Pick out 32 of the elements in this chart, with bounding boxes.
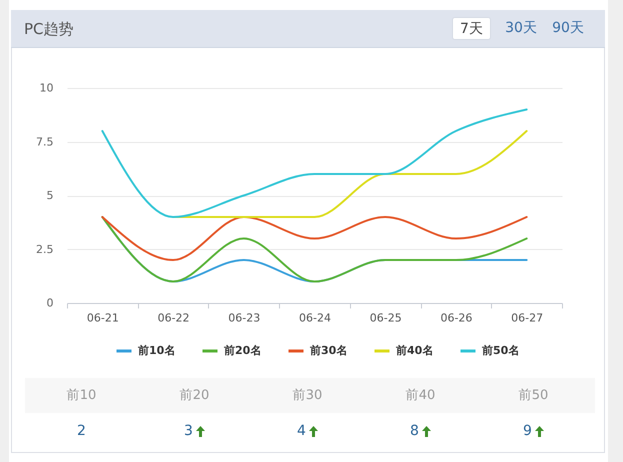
x-tick-label: 06-25 [370, 312, 402, 324]
text: 7天 [452, 17, 491, 40]
y-tick-label: 10 [40, 82, 54, 94]
y-tick-label: 5 [46, 189, 54, 202]
chart-title: PC趋势 [24, 19, 74, 39]
text: 30天 [504, 19, 538, 38]
text: 4 [297, 422, 306, 441]
legend-label: 前50名 [481, 344, 520, 357]
text: 90天 [551, 19, 585, 38]
text: 9 [523, 422, 532, 441]
x-tick-label: 06-21 [86, 312, 119, 324]
x-tick-label: 06-26 [440, 312, 472, 324]
text: 前30 [292, 387, 324, 405]
x-tick-label: 06-24 [299, 312, 331, 324]
legend-label: 前40名 [395, 344, 434, 357]
text: 2 [77, 422, 86, 441]
line-series [101, 108, 528, 218]
text: 8 [410, 422, 419, 441]
text: 前10 [66, 387, 98, 405]
text: 前40 [404, 387, 436, 405]
legend-label: 前30名 [309, 344, 348, 357]
y-tick-label: 7.5 [36, 135, 54, 148]
y-tick-label: 2.5 [36, 242, 54, 256]
legend-label: 前10名 [137, 344, 176, 357]
y-tick-label: 0 [46, 296, 54, 310]
text: 3 [184, 422, 193, 441]
legend-label: 前20名 [223, 344, 262, 357]
x-tick-label: 06-22 [158, 312, 190, 324]
x-tick-label: 06-27 [511, 312, 544, 324]
x-tick-label: 06-23 [228, 312, 260, 324]
text: 前20 [178, 387, 210, 405]
text: 前50 [518, 387, 550, 405]
